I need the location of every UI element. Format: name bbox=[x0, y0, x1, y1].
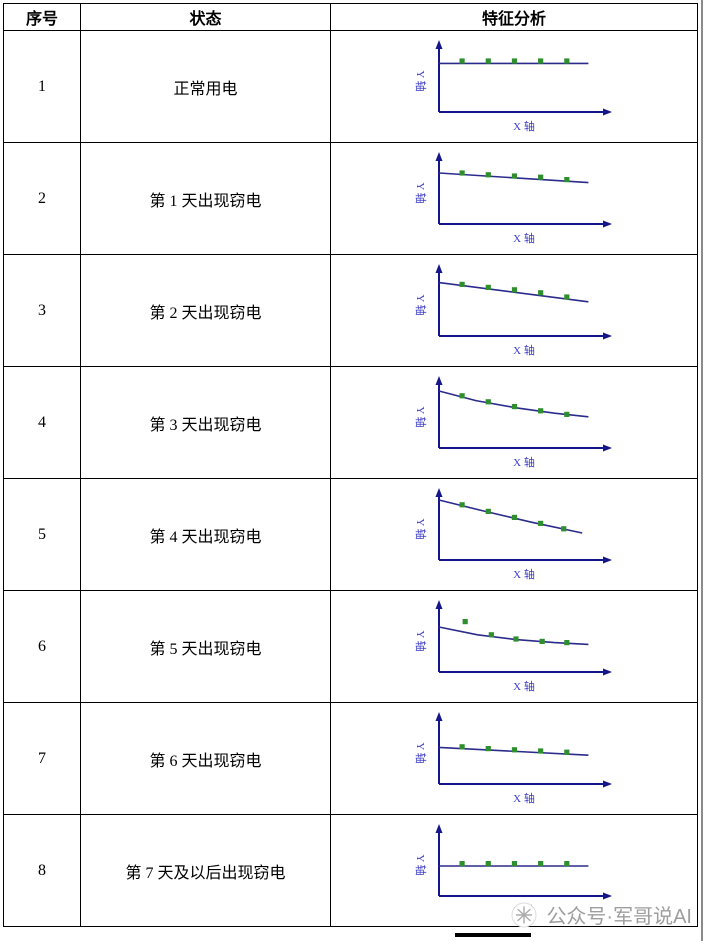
row-number: 7 bbox=[3, 702, 81, 815]
table-row: 2 第 1 天出现窃电 Y 轴 X 轴 bbox=[3, 142, 698, 255]
svg-text:X 轴: X 轴 bbox=[513, 791, 535, 805]
svg-text:X 轴: X 轴 bbox=[513, 343, 535, 357]
bottom-border-fragment bbox=[455, 933, 531, 937]
row-number: 4 bbox=[3, 366, 81, 479]
feature-chart: Y 轴 X 轴 bbox=[414, 39, 612, 133]
table-body: 1 正常用电 Y 轴 X 轴 2 第 1 天出现窃电 Y 轴 X 轴 3 第 2 天… bbox=[3, 30, 698, 927]
header-status: 状态 bbox=[80, 3, 331, 31]
row-status: 第 2 天出现窃电 bbox=[80, 254, 331, 367]
table-row: 8 第 7 天及以后出现窃电 Y 轴X 轴 bbox=[3, 814, 698, 927]
table-row: 4 第 3 天出现窃电 Y 轴 X 轴 bbox=[3, 366, 698, 479]
page-right-edge-line bbox=[701, 0, 703, 941]
row-number: 5 bbox=[3, 478, 81, 591]
table-row: 1 正常用电 Y 轴 X 轴 bbox=[3, 30, 698, 143]
svg-text:Y 轴: Y 轴 bbox=[414, 182, 428, 203]
svg-text:Y 轴: Y 轴 bbox=[414, 742, 428, 763]
svg-text:Y 轴: Y 轴 bbox=[414, 854, 428, 875]
svg-text:X 轴: X 轴 bbox=[513, 231, 535, 245]
svg-text:Y 轴: Y 轴 bbox=[414, 518, 428, 539]
svg-text:Y 轴: Y 轴 bbox=[414, 406, 428, 427]
svg-text:X 轴: X 轴 bbox=[513, 119, 535, 133]
row-number: 8 bbox=[3, 814, 81, 927]
table-row: 5 第 4 天出现窃电 Y 轴 X 轴 bbox=[3, 478, 698, 591]
watermark-logo-icon bbox=[511, 902, 537, 927]
table-row: 3 第 2 天出现窃电 Y 轴 X 轴 bbox=[3, 254, 698, 367]
svg-text:X 轴: X 轴 bbox=[513, 679, 535, 693]
row-status: 正常用电 bbox=[80, 30, 331, 143]
feature-chart: Y 轴 X 轴 bbox=[414, 151, 612, 245]
row-chart-cell: Y 轴 X 轴 bbox=[330, 590, 698, 703]
feature-chart: Y 轴 X 轴 bbox=[414, 263, 612, 357]
row-chart-cell: Y 轴 X 轴 bbox=[330, 142, 698, 255]
row-chart-cell: Y 轴 X 轴 bbox=[330, 254, 698, 367]
row-chart-cell: Y 轴 X 轴 bbox=[330, 478, 698, 591]
header-serial-number: 序号 bbox=[3, 3, 81, 31]
row-chart-cell: Y 轴 X 轴 bbox=[330, 30, 698, 143]
header-feature-analysis: 特征分析 bbox=[330, 3, 698, 31]
row-status: 第 5 天出现窃电 bbox=[80, 590, 331, 703]
row-chart-cell: Y 轴 X 轴 bbox=[330, 366, 698, 479]
table-header-row: 序号 状态 特征分析 bbox=[3, 3, 698, 31]
watermark: 公众号·军哥说AI bbox=[511, 900, 692, 929]
watermark-text: 公众号·军哥说AI bbox=[546, 906, 692, 928]
row-chart-cell: Y 轴 X 轴 bbox=[330, 702, 698, 815]
feature-chart: Y 轴 X 轴 bbox=[414, 375, 612, 469]
row-status: 第 4 天出现窃电 bbox=[80, 478, 331, 591]
table-row: 6 第 5 天出现窃电 Y 轴 X 轴 bbox=[3, 590, 698, 703]
row-number: 6 bbox=[3, 590, 81, 703]
feature-chart: Y 轴 X 轴 bbox=[414, 599, 612, 693]
row-number: 1 bbox=[3, 30, 81, 143]
analysis-table: 序号 状态 特征分析 1 正常用电 Y 轴 X 轴 2 第 1 天出现窃电 Y 轴… bbox=[3, 3, 698, 927]
row-number: 2 bbox=[3, 142, 81, 255]
table-row: 7 第 6 天出现窃电 Y 轴 X 轴 bbox=[3, 702, 698, 815]
feature-chart: Y 轴 X 轴 bbox=[414, 487, 612, 581]
row-status: 第 3 天出现窃电 bbox=[80, 366, 331, 479]
row-status: 第 6 天出现窃电 bbox=[80, 702, 331, 815]
row-status: 第 7 天及以后出现窃电 bbox=[80, 814, 331, 927]
svg-text:X 轴: X 轴 bbox=[513, 455, 535, 469]
svg-text:Y 轴: Y 轴 bbox=[414, 630, 428, 651]
row-number: 3 bbox=[3, 254, 81, 367]
svg-text:X 轴: X 轴 bbox=[513, 567, 535, 581]
feature-chart: Y 轴 X 轴 bbox=[414, 711, 612, 805]
row-status: 第 1 天出现窃电 bbox=[80, 142, 331, 255]
svg-text:Y 轴: Y 轴 bbox=[414, 294, 428, 315]
svg-text:Y 轴: Y 轴 bbox=[414, 70, 428, 91]
